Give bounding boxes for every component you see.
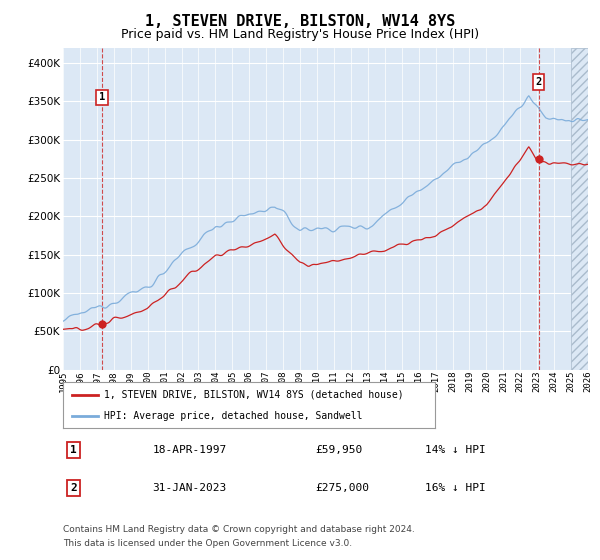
Text: 1: 1 bbox=[98, 92, 105, 102]
Text: 31-JAN-2023: 31-JAN-2023 bbox=[152, 483, 227, 493]
Text: 2: 2 bbox=[70, 483, 77, 493]
Text: 2: 2 bbox=[535, 77, 542, 87]
Text: 1: 1 bbox=[70, 445, 77, 455]
Text: 16% ↓ HPI: 16% ↓ HPI bbox=[425, 483, 486, 493]
Text: 14% ↓ HPI: 14% ↓ HPI bbox=[425, 445, 486, 455]
Text: 1, STEVEN DRIVE, BILSTON, WV14 8YS: 1, STEVEN DRIVE, BILSTON, WV14 8YS bbox=[145, 14, 455, 29]
Polygon shape bbox=[571, 48, 588, 370]
Text: 1, STEVEN DRIVE, BILSTON, WV14 8YS (detached house): 1, STEVEN DRIVE, BILSTON, WV14 8YS (deta… bbox=[104, 390, 404, 400]
Text: 18-APR-1997: 18-APR-1997 bbox=[152, 445, 227, 455]
Text: This data is licensed under the Open Government Licence v3.0.: This data is licensed under the Open Gov… bbox=[63, 539, 352, 548]
Text: Price paid vs. HM Land Registry's House Price Index (HPI): Price paid vs. HM Land Registry's House … bbox=[121, 28, 479, 41]
Text: HPI: Average price, detached house, Sandwell: HPI: Average price, detached house, Sand… bbox=[104, 411, 362, 421]
Text: £59,950: £59,950 bbox=[315, 445, 362, 455]
Text: £275,000: £275,000 bbox=[315, 483, 369, 493]
Text: Contains HM Land Registry data © Crown copyright and database right 2024.: Contains HM Land Registry data © Crown c… bbox=[63, 525, 415, 534]
